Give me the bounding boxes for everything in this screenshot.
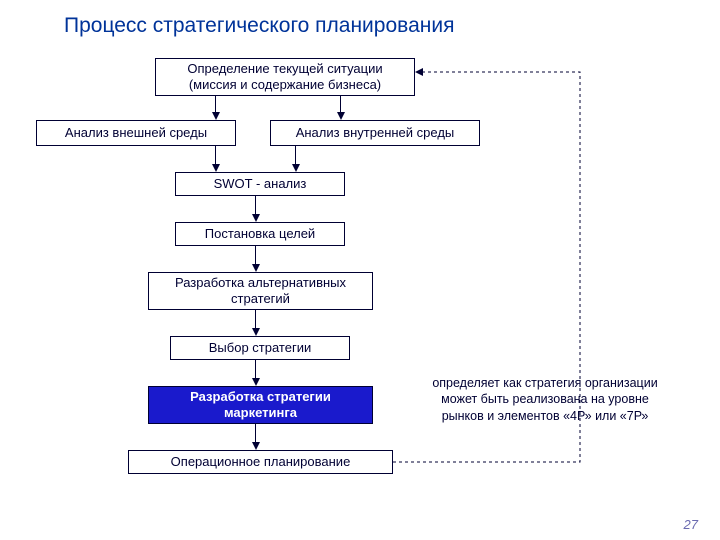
flow-box-n5: Разработка альтернативныхстратегий: [148, 272, 373, 310]
diagram-title: Процесс стратегического планирования: [64, 14, 454, 38]
flow-box-n3: SWOT - анализ: [175, 172, 345, 196]
page-number: 27: [684, 517, 698, 532]
flow-box-n4: Постановка целей: [175, 222, 345, 246]
flow-box-n6: Выбор стратегии: [170, 336, 350, 360]
flow-box-n1: Определение текущей ситуации(миссия и со…: [155, 58, 415, 96]
flow-box-n2a: Анализ внешней среды: [36, 120, 236, 146]
annotation-text: определяет как стратегия организации мож…: [430, 375, 660, 424]
flow-box-n2b: Анализ внутренней среды: [270, 120, 480, 146]
flow-box-n8: Операционное планирование: [128, 450, 393, 474]
flow-box-n7: Разработка стратегиимаркетинга: [148, 386, 373, 424]
